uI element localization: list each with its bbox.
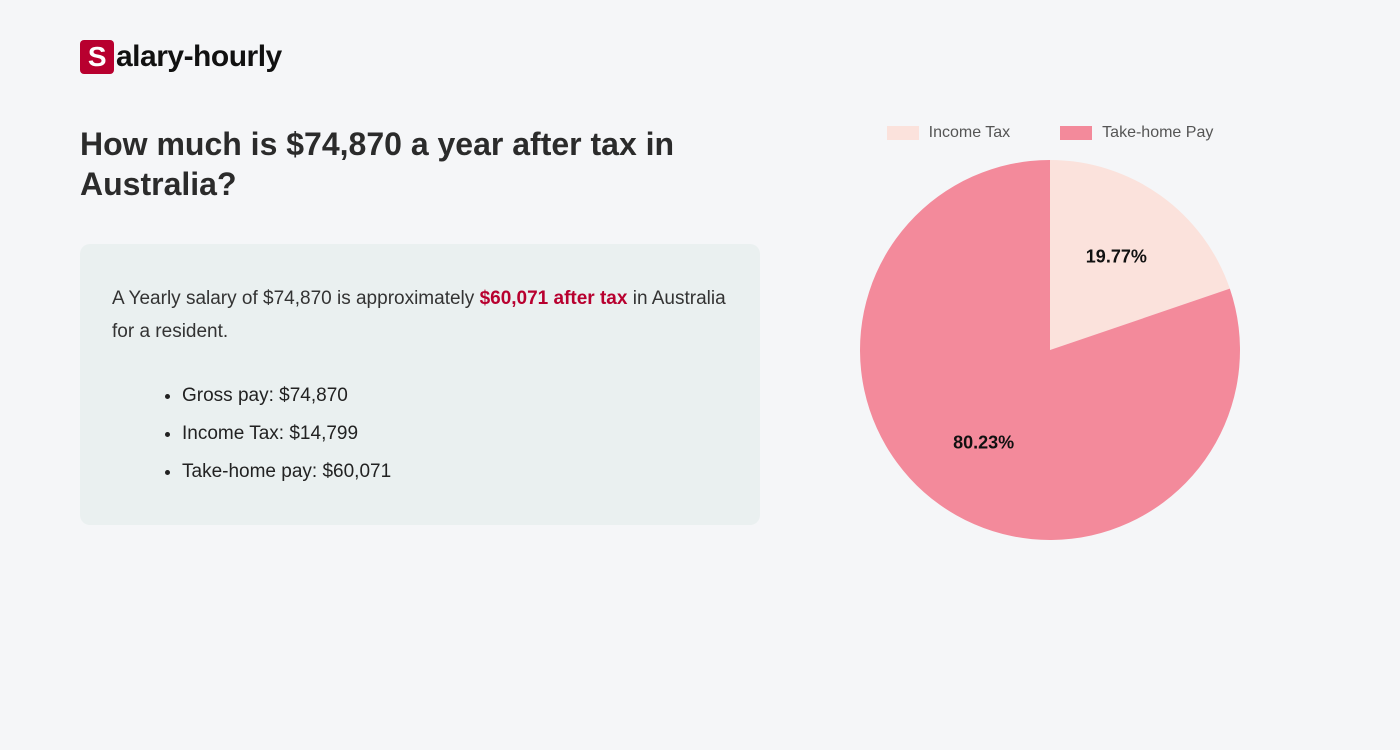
- list-item: Income Tax: $14,799: [182, 415, 728, 453]
- logo-text: alary-hourly: [116, 40, 282, 74]
- chart-legend: Income Tax Take-home Pay: [840, 124, 1260, 142]
- chart-column: Income Tax Take-home Pay 19.77% 80.23%: [840, 124, 1260, 540]
- slice-label-take-home: 80.23%: [953, 432, 1014, 453]
- logo-initial-box: S: [80, 40, 114, 74]
- legend-label: Income Tax: [929, 124, 1011, 142]
- list-item: Gross pay: $74,870: [182, 377, 728, 415]
- left-column: How much is $74,870 a year after tax in …: [80, 124, 760, 525]
- page-title: How much is $74,870 a year after tax in …: [80, 124, 760, 204]
- legend-label: Take-home Pay: [1102, 124, 1213, 142]
- pie-svg: [860, 160, 1240, 540]
- list-item: Take-home pay: $60,071: [182, 453, 728, 491]
- summary-highlight: $60,071 after tax: [480, 288, 628, 309]
- legend-swatch-income-tax: [887, 126, 919, 140]
- legend-swatch-take-home: [1060, 126, 1092, 140]
- legend-item: Take-home Pay: [1060, 124, 1213, 142]
- summary-list: Gross pay: $74,870 Income Tax: $14,799 T…: [112, 377, 728, 491]
- main-content: How much is $74,870 a year after tax in …: [80, 124, 1320, 540]
- summary-prefix: A Yearly salary of $74,870 is approximat…: [112, 288, 480, 309]
- summary-box: A Yearly salary of $74,870 is approximat…: [80, 244, 760, 525]
- slice-label-income-tax: 19.77%: [1086, 247, 1147, 268]
- site-logo: Salary-hourly: [80, 40, 1320, 74]
- pie-chart: 19.77% 80.23%: [860, 160, 1240, 540]
- summary-text: A Yearly salary of $74,870 is approximat…: [112, 282, 728, 349]
- legend-item: Income Tax: [887, 124, 1011, 142]
